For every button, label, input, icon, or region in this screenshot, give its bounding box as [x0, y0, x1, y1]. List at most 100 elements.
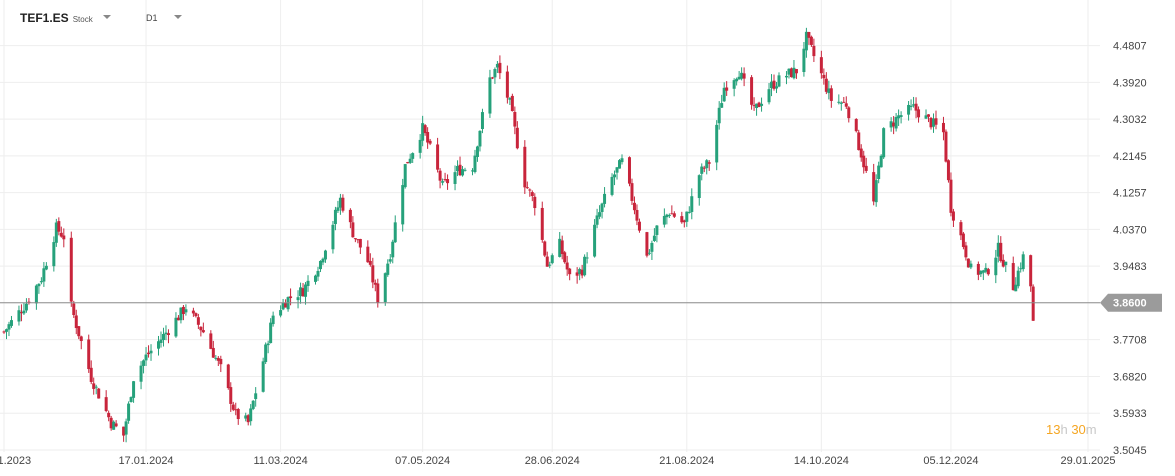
- candle-body: [495, 63, 499, 68]
- candle-body: [219, 358, 223, 365]
- candle-body: [27, 301, 31, 303]
- candle-body: [122, 426, 126, 436]
- candle-body: [418, 139, 422, 153]
- candle-body: [560, 240, 564, 255]
- candle-body: [757, 102, 761, 108]
- candle-body: [1016, 270, 1020, 287]
- x-tick-label: 11.03.2024: [253, 455, 307, 467]
- candle-body: [961, 233, 965, 247]
- candle-body: [373, 282, 377, 285]
- candle-body: [670, 213, 674, 215]
- candle-body: [717, 107, 721, 124]
- candle-body: [114, 423, 118, 427]
- candle-body: [144, 354, 148, 361]
- candle-body: [174, 317, 178, 337]
- candle-body: [702, 167, 706, 169]
- candle-body: [2, 331, 6, 333]
- candle-body: [804, 31, 808, 51]
- candle-body: [368, 260, 372, 265]
- candle-body: [742, 73, 746, 79]
- candle-body: [1011, 263, 1015, 291]
- candle-body: [179, 307, 183, 321]
- candle-body: [665, 214, 669, 218]
- candle-body: [750, 77, 754, 105]
- candle-body: [941, 122, 945, 133]
- candle-body: [595, 215, 599, 225]
- candle-body: [211, 347, 215, 358]
- candle-body: [336, 207, 340, 211]
- symbol-selector[interactable]: TEF1.ES Stock: [20, 8, 111, 28]
- candle-body: [760, 103, 764, 106]
- candle-body: [1014, 284, 1018, 292]
- candle-body: [927, 114, 931, 117]
- timeframe-selector[interactable]: D1: [146, 8, 182, 28]
- candle-body: [44, 265, 48, 270]
- candle-body: [755, 103, 759, 108]
- candle-body: [615, 167, 619, 173]
- candle-body: [946, 160, 950, 181]
- candle-body: [149, 350, 153, 354]
- candle-body: [1021, 254, 1025, 270]
- candle-body: [488, 77, 492, 114]
- candle-body: [697, 175, 701, 199]
- candle-body: [789, 68, 793, 78]
- candle-body: [864, 165, 868, 171]
- candle-body: [132, 381, 136, 398]
- candle-body: [647, 252, 651, 254]
- candle-body: [740, 72, 744, 79]
- candle-body: [478, 130, 482, 147]
- candle-body: [839, 102, 843, 104]
- candle-body: [1001, 259, 1005, 267]
- candle-body: [194, 313, 198, 317]
- candle-body: [456, 165, 460, 172]
- candle-body: [822, 74, 826, 79]
- candle-body: [304, 284, 308, 297]
- candle-body: [784, 75, 788, 78]
- candle-body: [356, 239, 360, 241]
- candle-body: [737, 76, 741, 80]
- candle-body: [909, 105, 913, 107]
- candle-body: [176, 317, 180, 321]
- candle-body: [735, 78, 739, 82]
- candle-body: [323, 250, 327, 260]
- candle-body: [279, 310, 283, 316]
- candle-body: [124, 421, 128, 435]
- timeframe-label: D1: [146, 13, 158, 23]
- candle-body: [446, 179, 450, 184]
- candle-body: [386, 263, 390, 275]
- candle-body: [77, 326, 81, 337]
- candle-body: [682, 220, 686, 223]
- candle-body: [37, 283, 41, 287]
- candle-body: [667, 215, 671, 217]
- candle-body: [353, 238, 357, 240]
- candle-body: [732, 80, 736, 89]
- candle-body: [824, 78, 828, 92]
- x-tick-label: 14.10.2024: [794, 455, 849, 467]
- x-tick-label: 07.05.2024: [395, 455, 450, 467]
- candle-body: [1004, 261, 1008, 266]
- candle-body: [441, 181, 445, 183]
- candle-body: [986, 269, 990, 275]
- candle-body: [24, 303, 28, 311]
- candle-body: [979, 271, 983, 275]
- candle-body: [914, 103, 918, 111]
- candle-body: [142, 360, 146, 366]
- candle-body: [715, 124, 719, 163]
- candle-body: [854, 119, 858, 132]
- candle-body: [510, 95, 514, 112]
- candle-body: [767, 89, 771, 103]
- candle-body: [59, 232, 63, 237]
- candle-body: [490, 77, 494, 79]
- candle-body: [578, 269, 582, 274]
- candle-body: [92, 383, 96, 389]
- candle-body: [837, 101, 841, 103]
- candle-body: [406, 162, 410, 164]
- symbol-dropdown-caret-icon[interactable]: [102, 15, 111, 19]
- candle-body: [129, 397, 133, 403]
- candle-body: [475, 146, 479, 157]
- chart-x-grid: [3, 0, 1089, 452]
- candle-body: [842, 101, 846, 103]
- current-price-badge-shape: [1100, 293, 1162, 312]
- timeframe-dropdown-caret-icon[interactable]: [173, 15, 182, 19]
